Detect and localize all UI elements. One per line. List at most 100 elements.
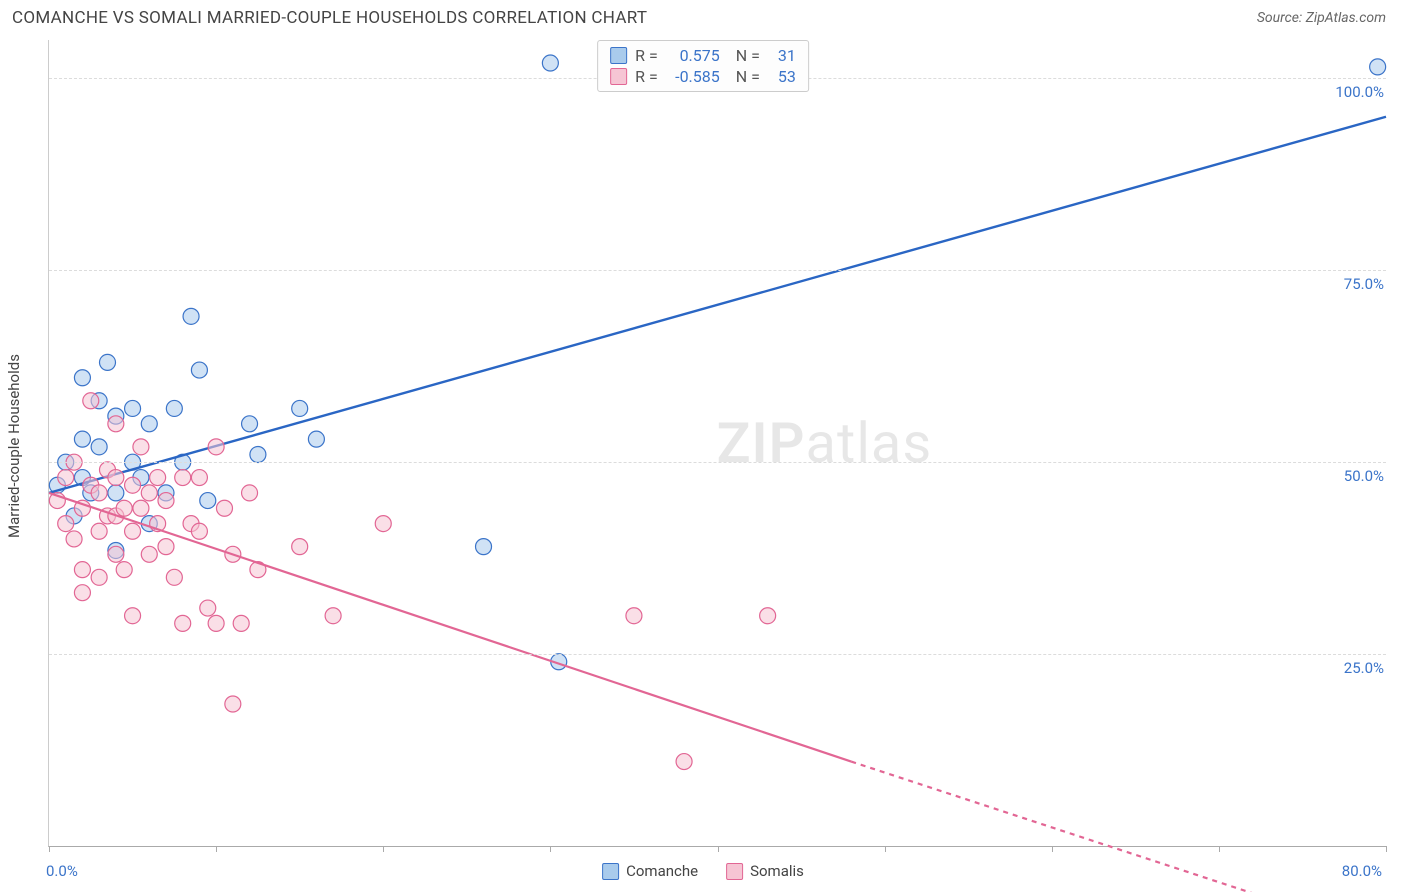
- stats-r-value: -0.585: [666, 67, 720, 86]
- x-tick: [1219, 846, 1220, 852]
- data-point: [308, 431, 324, 447]
- x-tick: [1386, 846, 1387, 852]
- data-point: [158, 493, 174, 509]
- data-point: [175, 470, 191, 486]
- data-point: [91, 523, 107, 539]
- data-point: [141, 416, 157, 432]
- legend: Comanche Somalis: [602, 862, 804, 880]
- x-axis-min-label: 0.0%: [46, 862, 78, 880]
- data-point: [242, 416, 258, 432]
- data-point: [125, 523, 141, 539]
- gridline: [49, 270, 1386, 271]
- data-point: [133, 500, 149, 516]
- data-point: [66, 531, 82, 547]
- chart-plot-area: ZIPatlas 25.0%50.0%75.0%100.0%: [48, 40, 1386, 847]
- correlation-stats-box: R = 0.575 N = 31R = -0.585 N = 53: [597, 40, 809, 92]
- gridline: [49, 462, 1386, 463]
- data-point: [200, 600, 216, 616]
- y-tick-label: 25.0%: [1340, 659, 1388, 677]
- data-point: [108, 470, 124, 486]
- data-point: [74, 370, 90, 386]
- data-point: [1370, 59, 1386, 75]
- data-point: [99, 354, 115, 370]
- chart-header: COMANCHE VS SOMALI MARRIED-COUPLE HOUSEH…: [0, 0, 1406, 32]
- y-tick-label: 75.0%: [1340, 275, 1388, 293]
- stats-r-label: R =: [635, 67, 658, 86]
- scatter-plot-svg: [49, 40, 1386, 846]
- trend-line: [49, 117, 1386, 493]
- data-point: [125, 400, 141, 416]
- x-tick: [550, 846, 551, 852]
- x-tick: [49, 846, 50, 852]
- x-axis-max-label: 80.0%: [1342, 862, 1382, 880]
- data-point: [225, 696, 241, 712]
- stats-r-value: 0.575: [666, 46, 720, 65]
- stats-n-value: 53: [768, 67, 796, 86]
- legend-label: Somalis: [750, 862, 804, 880]
- y-tick-label: 100.0%: [1331, 83, 1388, 101]
- data-point: [292, 400, 308, 416]
- data-point: [83, 393, 99, 409]
- data-point: [150, 470, 166, 486]
- x-tick: [718, 846, 719, 852]
- data-point: [542, 55, 558, 71]
- data-point: [175, 615, 191, 631]
- data-point: [74, 585, 90, 601]
- data-point: [242, 485, 258, 501]
- data-point: [208, 439, 224, 455]
- data-point: [166, 400, 182, 416]
- data-point: [676, 754, 692, 770]
- data-point: [91, 485, 107, 501]
- data-point: [141, 485, 157, 501]
- data-point: [325, 608, 341, 624]
- data-point: [233, 615, 249, 631]
- data-point: [133, 439, 149, 455]
- data-point: [91, 569, 107, 585]
- data-point: [116, 562, 132, 578]
- data-point: [125, 608, 141, 624]
- data-point: [158, 539, 174, 555]
- legend-label: Comanche: [626, 862, 698, 880]
- legend-item: Somalis: [726, 862, 804, 880]
- source-attribution: Source: ZipAtlas.com: [1257, 10, 1386, 26]
- y-axis-title: Married-couple Households: [5, 354, 23, 538]
- data-point: [250, 447, 266, 463]
- data-point: [125, 477, 141, 493]
- data-point: [74, 431, 90, 447]
- y-tick-label: 50.0%: [1340, 467, 1388, 485]
- data-point: [375, 516, 391, 532]
- data-point: [191, 362, 207, 378]
- trend-line: [49, 493, 851, 762]
- data-point: [208, 615, 224, 631]
- data-point: [108, 546, 124, 562]
- legend-swatch: [726, 863, 743, 880]
- data-point: [216, 500, 232, 516]
- stats-n-value: 31: [768, 46, 796, 65]
- chart-title: COMANCHE VS SOMALI MARRIED-COUPLE HOUSEH…: [12, 8, 647, 28]
- gridline: [49, 654, 1386, 655]
- stats-swatch: [610, 68, 627, 85]
- data-point: [58, 516, 74, 532]
- data-point: [292, 539, 308, 555]
- stats-n-label: N =: [728, 67, 760, 86]
- x-tick: [1052, 846, 1053, 852]
- data-point: [116, 500, 132, 516]
- trend-line: [851, 762, 1319, 892]
- stats-row: R = -0.585 N = 53: [610, 66, 796, 87]
- legend-item: Comanche: [602, 862, 698, 880]
- data-point: [183, 308, 199, 324]
- stats-row: R =0.575 N =31: [610, 45, 796, 66]
- data-point: [91, 439, 107, 455]
- stats-r-label: R =: [635, 46, 658, 65]
- data-point: [200, 493, 216, 509]
- data-point: [74, 562, 90, 578]
- data-point: [58, 470, 74, 486]
- data-point: [166, 569, 182, 585]
- x-tick: [216, 846, 217, 852]
- legend-swatch: [602, 863, 619, 880]
- data-point: [108, 416, 124, 432]
- data-point: [141, 546, 157, 562]
- data-point: [476, 539, 492, 555]
- x-tick: [383, 846, 384, 852]
- data-point: [626, 608, 642, 624]
